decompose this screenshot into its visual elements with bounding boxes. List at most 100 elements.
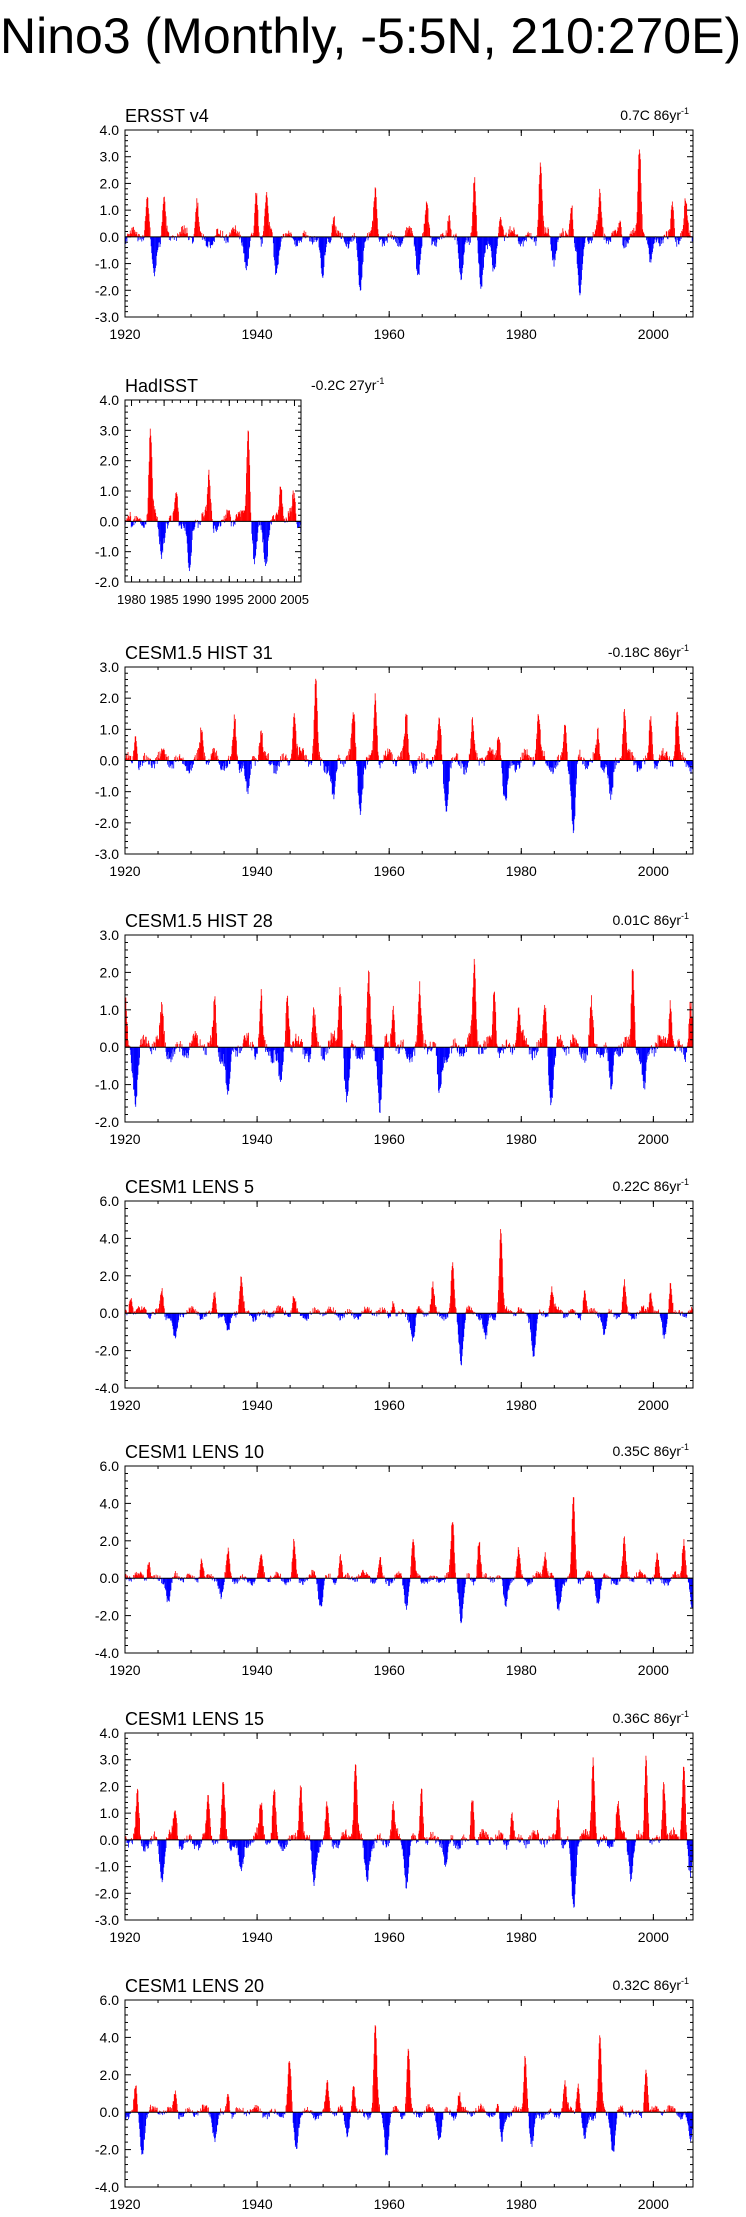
bar-negative	[277, 236, 279, 265]
bar-negative	[638, 1047, 640, 1062]
bar-negative	[223, 760, 225, 771]
bar-negative	[207, 236, 209, 241]
bar-negative	[133, 1047, 135, 1090]
bar-positive	[290, 507, 292, 522]
bar-positive	[640, 183, 642, 237]
bar-positive	[205, 506, 207, 522]
bar-negative	[275, 236, 277, 274]
bar-positive	[406, 232, 408, 237]
bar-negative	[171, 1047, 172, 1054]
bar-positive	[690, 235, 691, 237]
bar-negative	[427, 1313, 429, 1316]
bar-positive	[511, 230, 513, 237]
bar-negative	[582, 760, 584, 765]
bar-negative	[170, 1047, 172, 1063]
bar-positive	[281, 1309, 282, 1314]
bar-negative	[298, 236, 300, 243]
bar-negative	[446, 760, 448, 806]
bar-positive	[134, 736, 136, 761]
bar-positive	[162, 750, 164, 761]
bar-positive	[134, 1311, 136, 1314]
bar-positive	[660, 1039, 662, 1048]
bar-positive	[297, 1311, 299, 1314]
bar-positive	[373, 728, 374, 761]
bar-positive	[496, 1311, 498, 1314]
bar-negative	[311, 760, 313, 764]
bar-positive	[354, 721, 356, 761]
bar-positive	[593, 233, 595, 237]
bar-positive	[424, 223, 426, 237]
bar-positive	[191, 1040, 193, 1048]
bar-negative	[330, 236, 332, 241]
bar-negative	[554, 236, 555, 259]
bar-negative	[255, 1047, 257, 1058]
bar-negative	[493, 236, 495, 269]
bar-positive	[235, 736, 237, 761]
bar-positive	[401, 750, 402, 761]
bar-positive	[456, 1043, 458, 1048]
bar-positive	[440, 234, 442, 237]
bar-positive	[512, 233, 514, 237]
bar-positive	[294, 1038, 296, 1048]
bar-positive	[632, 755, 634, 761]
bar-negative	[575, 236, 577, 250]
bar-positive	[392, 1304, 394, 1314]
bar-negative	[289, 760, 291, 763]
bar-positive	[455, 1045, 457, 1048]
bar-negative	[352, 1047, 354, 1051]
bar-positive	[632, 971, 634, 1048]
bar-negative	[357, 1047, 358, 1059]
bar-positive	[517, 1008, 519, 1048]
bar-negative	[318, 236, 319, 239]
bar-positive	[666, 231, 668, 237]
bar-negative	[143, 521, 145, 528]
bar-negative	[239, 1047, 241, 1054]
bar-positive	[264, 751, 265, 761]
bar-negative	[485, 236, 487, 246]
bar-positive	[528, 234, 530, 237]
bar-negative	[405, 1313, 406, 1317]
bar-negative	[239, 760, 241, 769]
bar-negative	[259, 521, 260, 526]
bar-negative	[230, 1047, 232, 1062]
bar-negative	[615, 1047, 617, 1051]
bar-positive	[433, 1288, 434, 1314]
bar-negative	[607, 1047, 608, 1050]
bar-negative	[133, 521, 135, 526]
bar-negative	[359, 236, 361, 288]
bar-negative	[380, 236, 382, 240]
bar-positive	[624, 709, 625, 761]
bar-negative	[360, 1047, 362, 1058]
bar-negative	[192, 760, 194, 765]
bar-positive	[125, 754, 127, 761]
bar-positive	[238, 513, 240, 522]
bar-negative	[138, 236, 140, 240]
bar-positive	[334, 1037, 336, 1048]
bar-positive	[264, 216, 265, 237]
bar-positive	[622, 1287, 624, 1314]
bar-positive	[208, 1042, 210, 1048]
bar-positive	[170, 515, 172, 522]
bar-positive	[182, 757, 184, 761]
bar-positive	[654, 1310, 656, 1314]
bar-positive	[144, 1045, 146, 1048]
bar-positive	[245, 1040, 247, 1048]
x-tick-label: 1960	[374, 326, 405, 342]
bar-positive	[405, 235, 407, 237]
bar-positive	[240, 1276, 242, 1314]
bar-negative	[569, 760, 571, 785]
bar-positive	[391, 752, 393, 761]
bar-positive	[640, 1311, 642, 1314]
bar-positive	[662, 748, 664, 761]
bar-positive	[332, 1307, 334, 1314]
bar-negative	[485, 236, 487, 246]
bar-negative	[325, 1313, 327, 1315]
bar-positive	[549, 1299, 551, 1314]
bar-positive	[683, 756, 685, 761]
bar-positive	[157, 1038, 159, 1048]
bar-positive	[474, 743, 476, 761]
bar-negative	[367, 236, 369, 241]
bar-positive	[629, 749, 631, 761]
bar-negative	[325, 760, 327, 767]
bar-positive	[682, 229, 684, 237]
